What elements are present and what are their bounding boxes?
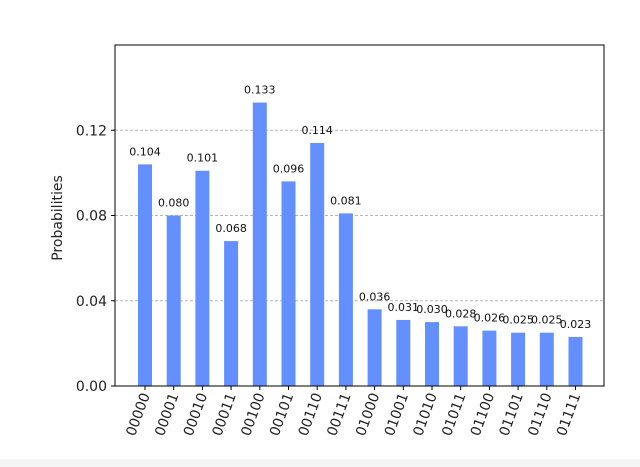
bar-01111 xyxy=(568,336,583,386)
bar-00000 xyxy=(138,164,152,386)
bar-01000 xyxy=(367,309,382,386)
data-label: 0.028 xyxy=(445,307,477,320)
x-tick-label: 01010 xyxy=(410,391,440,438)
data-label: 0.133 xyxy=(244,84,276,97)
data-label: 0.030 xyxy=(416,303,448,316)
y-tick-label: 0.08 xyxy=(76,209,107,225)
y-axis-ticks: 0.00 0.04 0.08 0.12 xyxy=(76,123,115,395)
x-tick-label: 00001 xyxy=(152,391,182,438)
y-axis-label: Probabilities xyxy=(50,175,66,261)
data-label: 0.104 xyxy=(129,145,161,158)
x-tick-label: 01101 xyxy=(497,391,527,438)
bar-01011 xyxy=(453,326,468,386)
bars xyxy=(138,102,583,386)
x-tick-label: 01000 xyxy=(353,391,383,438)
x-tick-label: 01011 xyxy=(439,391,469,438)
x-tick-label: 00101 xyxy=(267,391,297,438)
data-label: 0.068 xyxy=(215,222,247,235)
data-label: 0.114 xyxy=(301,124,333,137)
x-tick-label: 00000 xyxy=(123,391,153,438)
x-tick-label: 00110 xyxy=(296,391,326,438)
x-tick-label: 01100 xyxy=(468,391,498,438)
x-tick-label: 01001 xyxy=(382,391,412,438)
data-label: 0.101 xyxy=(187,152,219,165)
x-tick-label: 00010 xyxy=(181,391,211,438)
bar-00111 xyxy=(338,213,353,386)
data-label: 0.026 xyxy=(474,312,506,325)
bar-01101 xyxy=(511,332,526,386)
bar-00110 xyxy=(310,143,325,386)
data-label: 0.081 xyxy=(330,194,362,207)
bar-01010 xyxy=(425,322,439,386)
x-tick-label: 01111 xyxy=(554,391,584,438)
data-label: 0.080 xyxy=(158,197,190,210)
y-tick-label: 0.12 xyxy=(76,123,107,139)
x-tick-label: 00111 xyxy=(324,391,354,438)
bar-01001 xyxy=(396,319,411,386)
data-label: 0.036 xyxy=(359,290,391,303)
x-axis-ticks: 0000000001000100001100100001010011000111… xyxy=(123,386,584,438)
data-label: 0.031 xyxy=(388,301,420,314)
bar-01110 xyxy=(539,332,554,386)
bar-01100 xyxy=(482,330,497,386)
data-labels: 0.104 0.080 0.101 0.068 0.133 0.096 0.114 0.081… xyxy=(129,84,591,331)
bar-00101 xyxy=(281,181,296,386)
y-tick-label: 0.04 xyxy=(76,294,107,310)
bar-00010 xyxy=(195,170,210,386)
bar-00001 xyxy=(166,215,181,386)
bar-00011 xyxy=(224,241,239,386)
footer-strip xyxy=(0,459,640,467)
data-label: 0.096 xyxy=(273,162,305,175)
data-label: 0.025 xyxy=(531,314,563,327)
data-label: 0.023 xyxy=(560,318,592,331)
x-tick-label: 00011 xyxy=(210,391,240,438)
x-tick-label: 01110 xyxy=(525,391,555,438)
data-label: 0.025 xyxy=(502,314,534,327)
y-tick-label: 0.00 xyxy=(76,379,107,395)
x-tick-label: 00100 xyxy=(238,391,268,438)
bar-00100 xyxy=(252,102,267,386)
